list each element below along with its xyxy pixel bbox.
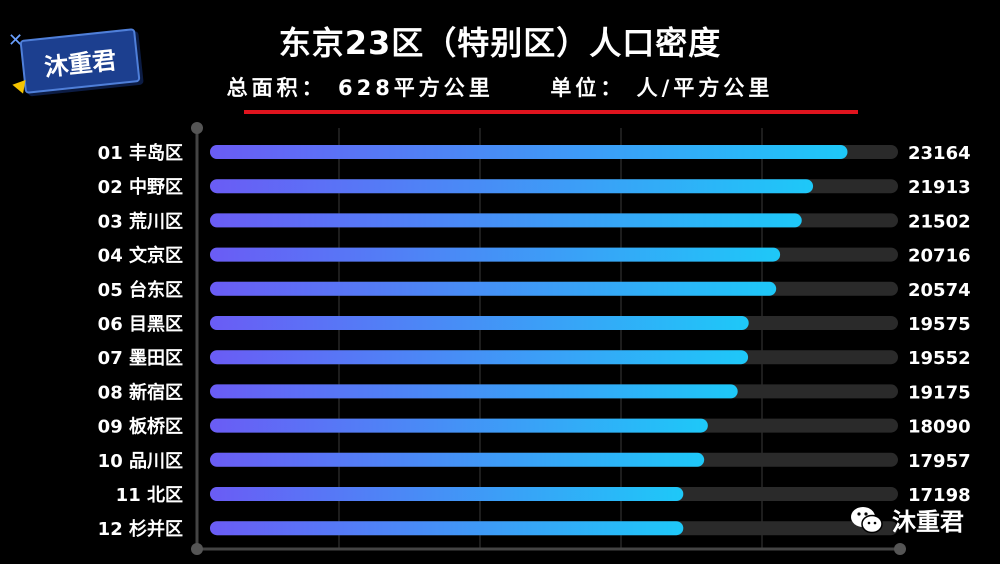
value-label: 17198	[908, 485, 971, 506]
bar	[210, 452, 705, 467]
bar	[210, 521, 684, 536]
category-label: 10 品川区	[98, 451, 183, 472]
watermark: 沐重君	[850, 502, 964, 537]
bar	[210, 487, 684, 501]
value-label: 21502	[908, 211, 971, 232]
category-label: 08 新宿区	[98, 381, 183, 403]
axis-end-dot	[894, 543, 906, 555]
bar	[210, 247, 781, 262]
category-label: 05 台东区	[98, 279, 183, 301]
category-label: 06 目黑区	[98, 314, 183, 335]
category-label: 02 中野区	[98, 176, 183, 198]
decorative-x-icon: ✕	[8, 30, 24, 51]
category-label: 01 丰岛区	[98, 142, 183, 164]
bar	[210, 316, 749, 330]
value-label: 21913	[908, 177, 971, 198]
category-label: 07 墨田区	[98, 348, 183, 369]
chart-subtitle: 总面积： 628平方公里 单位： 人/平方公里	[226, 76, 774, 100]
value-label: 19575	[908, 314, 971, 335]
value-label: 19552	[908, 348, 971, 369]
value-label: 18090	[908, 417, 971, 438]
watermark-label: 沐重君	[892, 508, 964, 536]
category-label: 11 北区	[116, 485, 183, 506]
value-label: 20716	[908, 246, 971, 267]
axis-origin-dot	[191, 543, 203, 555]
bar	[210, 145, 848, 159]
value-label: 19175	[908, 382, 971, 403]
axis-end-dot	[191, 122, 203, 134]
bar	[210, 384, 738, 399]
category-label: 12 杉并区	[98, 518, 183, 540]
category-label: 04 文京区	[98, 245, 183, 267]
category-label: 09 板桥区	[98, 416, 183, 438]
bar	[210, 350, 749, 365]
chart-title: 东京23区（特别区）人口密度	[278, 24, 722, 62]
bar	[210, 418, 708, 433]
value-label: 17957	[908, 451, 971, 472]
value-label: 20574	[908, 280, 971, 301]
category-label: 03 荒川区	[98, 210, 183, 232]
bar	[210, 179, 814, 194]
wechat-icon	[851, 506, 883, 533]
bar	[210, 281, 777, 296]
bar	[210, 213, 802, 228]
value-label: 23164	[908, 143, 971, 164]
title-underline	[244, 110, 858, 114]
